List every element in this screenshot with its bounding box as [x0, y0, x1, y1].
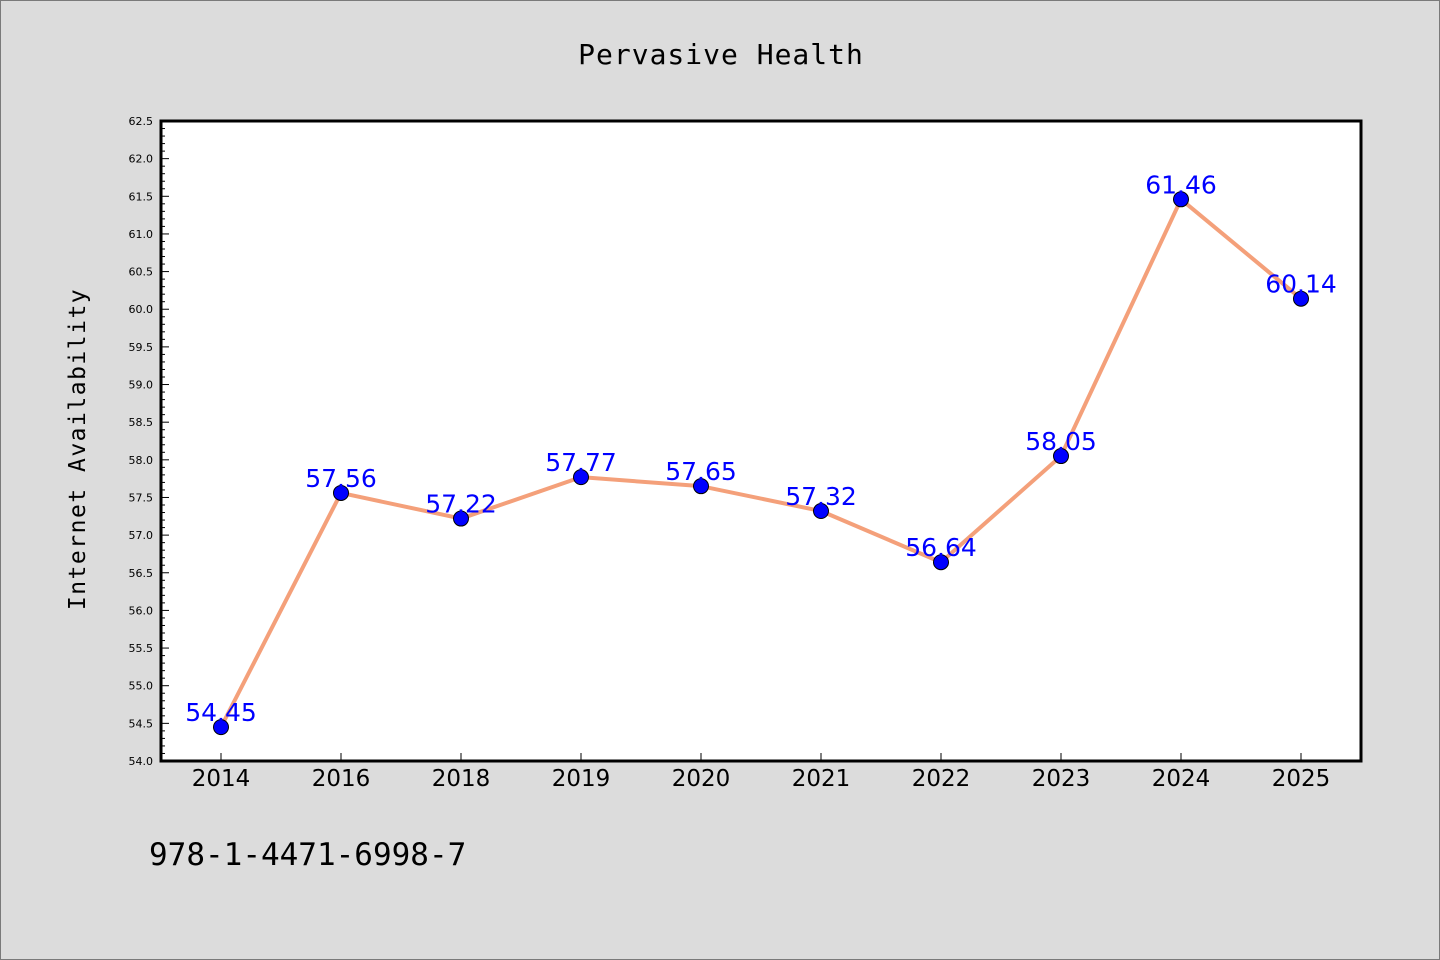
y-tick-label: 60.5	[129, 266, 154, 279]
y-tick-label: 56.5	[129, 567, 154, 580]
data-point	[1293, 290, 1309, 307]
y-tick-label: 57.5	[129, 491, 154, 504]
y-tick-label: 54.5	[129, 717, 154, 730]
isbn-text: 978-1-4471-6998-7	[149, 837, 466, 873]
data-point	[453, 510, 469, 527]
y-tick-label: 55.0	[129, 680, 154, 693]
data-label: 57.77	[545, 448, 617, 477]
x-tick-label: 2018	[432, 766, 491, 792]
data-point	[1053, 448, 1069, 465]
x-tick-label: 2020	[672, 766, 731, 792]
x-tick-label: 2022	[912, 766, 971, 792]
y-tick-label: 60.0	[129, 303, 154, 316]
data-point	[813, 503, 829, 520]
y-tick-label: 56.0	[129, 604, 154, 617]
data-label: 61.46	[1145, 170, 1217, 199]
y-axis-tick-labels: 54.0 54.5 55.0 55.5 56.0 56.5 57.0 57.5 58.0 58.5…	[129, 115, 154, 768]
data-label: 56.64	[905, 533, 977, 562]
x-axis-ticks	[220, 753, 1302, 761]
data-label: 57.32	[785, 482, 857, 511]
y-axis-ticks	[161, 120, 169, 762]
y-tick-label: 54.0	[129, 755, 154, 768]
chart-title: Pervasive Health	[578, 38, 864, 71]
series-line	[219, 197, 1303, 730]
data-labels: 54.45 57.56 57.22 57.77 57.65 57.32 56.64 58.05…	[185, 170, 1337, 727]
series-lines	[219, 197, 1303, 730]
y-tick-label: 58.0	[129, 454, 154, 467]
y-tick-label: 57.0	[129, 529, 154, 542]
data-point	[213, 719, 229, 736]
x-tick-label: 2023	[1032, 766, 1091, 792]
y-axis-label: Internet Availability	[65, 288, 91, 610]
data-label: 60.14	[1265, 270, 1337, 299]
y-tick-label: 61.5	[129, 190, 154, 203]
data-label: 54.45	[185, 698, 257, 727]
data-point	[1173, 191, 1189, 208]
data-point	[573, 469, 589, 486]
data-label: 57.56	[305, 464, 377, 493]
plot-area	[159, 119, 1363, 763]
x-tick-label: 2025	[1272, 766, 1331, 792]
y-tick-label: 62.0	[129, 153, 154, 166]
data-point	[693, 478, 709, 495]
x-tick-label: 2021	[792, 766, 851, 792]
y-tick-label: 55.5	[129, 642, 154, 655]
y-tick-label: 61.0	[129, 228, 154, 241]
x-tick-label: 2014	[192, 766, 251, 792]
data-markers	[213, 191, 1309, 736]
y-tick-label: 62.5	[129, 115, 154, 128]
y-tick-label: 59.0	[129, 379, 154, 392]
y-tick-label: 59.5	[129, 341, 154, 354]
data-label: 57.65	[665, 457, 737, 486]
x-tick-label: 2016	[312, 766, 371, 792]
data-label: 57.22	[425, 490, 497, 519]
x-axis-tick-labels: 2014 2016 2018 2019 2020 2021 2022 2023 2024 2025	[192, 766, 1331, 792]
data-point	[333, 484, 349, 501]
x-tick-label: 2024	[1152, 766, 1211, 792]
y-tick-label: 58.5	[129, 416, 154, 429]
data-point	[933, 554, 949, 571]
data-label: 58.05	[1025, 427, 1097, 456]
x-tick-label: 2019	[552, 766, 611, 792]
